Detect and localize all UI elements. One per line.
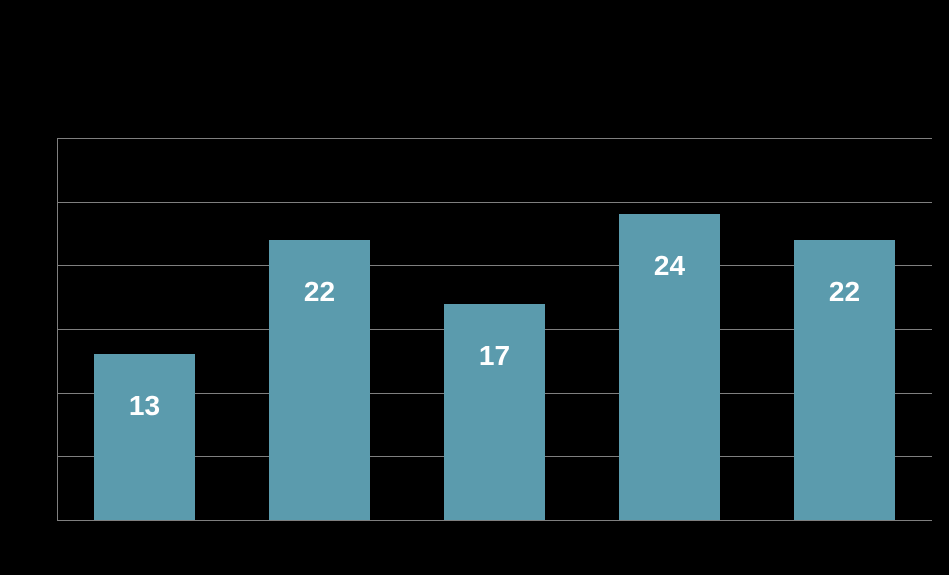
bar-chart: 13 22 17 24 22 — [0, 0, 949, 575]
bar: 22 — [794, 240, 896, 520]
bar: 22 — [269, 240, 371, 520]
bar: 24 — [619, 214, 721, 520]
gridline — [57, 202, 932, 203]
bar: 17 — [444, 304, 546, 520]
bar-value-label: 13 — [94, 390, 196, 422]
bar-value-label: 24 — [619, 250, 721, 282]
plot-area: 13 22 17 24 22 — [57, 139, 932, 521]
bar: 13 — [94, 354, 196, 520]
gridline — [57, 138, 932, 139]
x-axis-line — [57, 520, 932, 521]
bar-value-label: 22 — [269, 276, 371, 308]
y-axis-line — [57, 139, 58, 521]
bar-value-label: 17 — [444, 340, 546, 372]
bar-value-label: 22 — [794, 276, 896, 308]
